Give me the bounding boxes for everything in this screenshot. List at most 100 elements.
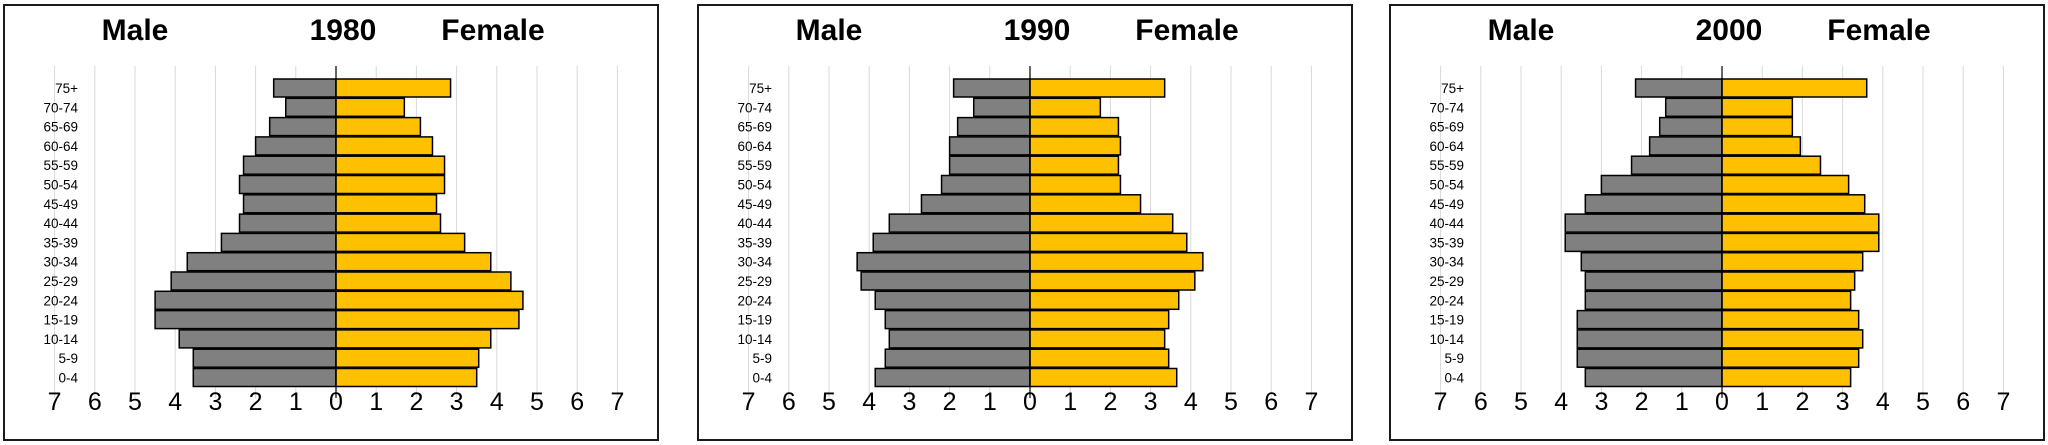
male-bar (1576, 329, 1723, 349)
x-tick-label: 7 (1304, 388, 1318, 416)
male-bar (1584, 290, 1723, 311)
male-bar (154, 309, 337, 330)
male-bar (1576, 309, 1723, 330)
female-bar (1721, 271, 1856, 291)
x-tick-label: 5 (530, 388, 544, 416)
female-bar (1029, 213, 1174, 233)
x-tick-label: 7 (1434, 388, 1448, 416)
age-group-label: 20-24 (737, 293, 772, 308)
male-bar (186, 251, 337, 272)
male-bar (884, 348, 1031, 368)
age-group-label: 35-39 (1429, 235, 1464, 250)
male-bar (884, 309, 1031, 330)
female-bar (1029, 290, 1180, 311)
x-tick-label: 5 (128, 388, 142, 416)
age-group-label: 45-49 (1429, 197, 1464, 212)
male-bar (1584, 271, 1723, 291)
x-tick-label: 6 (1474, 388, 1488, 416)
male-bar (1664, 97, 1723, 118)
male-bar (920, 194, 1031, 214)
x-tick-label: 5 (822, 388, 836, 416)
female-bar (1721, 174, 1850, 195)
male-bar (948, 136, 1031, 156)
female-bar (335, 194, 438, 214)
age-group-label: 10-14 (737, 332, 772, 347)
age-group-label: 55-59 (43, 158, 78, 173)
male-bar (860, 271, 1031, 291)
x-tick-label: 7 (48, 388, 62, 416)
male-bar (952, 78, 1031, 98)
female-bar (1721, 116, 1794, 137)
age-group-label: 10-14 (1429, 332, 1464, 347)
female-bar (1721, 97, 1794, 118)
age-group-label: 10-14 (43, 332, 78, 347)
age-group-label: 15-19 (43, 313, 78, 328)
age-group-label: 40-44 (1429, 216, 1464, 231)
female-bar (1029, 174, 1122, 195)
female-bar (335, 232, 466, 253)
female-bar (1721, 251, 1864, 272)
x-tick-label: 3 (450, 388, 464, 416)
female-bar (1029, 116, 1120, 137)
x-tick-label: 2 (943, 388, 957, 416)
male-bar (1564, 213, 1723, 233)
x-tick-label: 7 (610, 388, 624, 416)
male-bar (285, 97, 337, 118)
age-group-label: 20-24 (43, 293, 78, 308)
age-group-label: 60-64 (43, 139, 78, 154)
male-bar (272, 78, 337, 98)
age-group-label: 35-39 (43, 235, 78, 250)
male-bar (242, 194, 337, 214)
x-tick-label: 3 (1594, 388, 1608, 416)
age-group-label: 50-54 (1429, 178, 1464, 193)
male-label: Male (102, 14, 169, 47)
male-bar (972, 97, 1031, 118)
age-group-label: 75+ (1441, 81, 1464, 96)
x-tick-label: 1 (369, 388, 383, 416)
female-bar (1029, 155, 1120, 175)
x-tick-label: 6 (1956, 388, 1970, 416)
age-group-label: 65-69 (1429, 120, 1464, 135)
female-bar (1029, 97, 1102, 118)
female-label: Female (1135, 14, 1238, 47)
age-group-label: 70-74 (1429, 100, 1464, 115)
female-bar (1721, 78, 1868, 98)
male-bar (1564, 232, 1723, 253)
female-bar (1721, 309, 1860, 330)
x-tick-label: 4 (490, 388, 504, 416)
pyramid-panel-1990: Male 1990 Female 75+ 70-74 65-69 60-64 55-59 50-… (697, 4, 1353, 441)
age-group-label: 60-64 (1429, 139, 1464, 154)
male-bar (948, 155, 1031, 175)
male-bar (268, 116, 337, 137)
male-bar (956, 116, 1031, 137)
male-label: Male (1488, 14, 1555, 47)
chart-title: 2000 (1696, 14, 1763, 47)
female-bar (1721, 348, 1860, 368)
age-group-label: 50-54 (737, 178, 772, 193)
age-group-label: 70-74 (737, 100, 772, 115)
x-tick-label: 3 (1836, 388, 1850, 416)
male-bar (1576, 348, 1723, 368)
x-tick-label: 2 (249, 388, 263, 416)
male-bar (874, 290, 1031, 311)
male-bar (170, 271, 337, 291)
female-bar (335, 290, 524, 311)
pyramid-chart-1980: Male 1980 Female75+70-7465-6960-6455-5950-… (43, 14, 624, 416)
male-bar (1584, 194, 1723, 214)
x-tick-label: 6 (88, 388, 102, 416)
x-tick-label: 4 (1554, 388, 1568, 416)
male-bar (178, 329, 337, 349)
age-group-label: 35-39 (737, 235, 772, 250)
male-bar (238, 213, 337, 233)
female-bar (335, 136, 434, 156)
male-bar (940, 174, 1031, 195)
female-bar (335, 329, 492, 349)
female-bar (335, 213, 442, 233)
x-tick-label: 7 (742, 388, 756, 416)
female-bar (1029, 251, 1204, 272)
age-group-label: 45-49 (43, 197, 78, 212)
x-tick-label: 0 (329, 388, 343, 416)
male-bar (192, 348, 337, 368)
age-group-label: 50-54 (43, 178, 78, 193)
x-tick-label: 2 (1635, 388, 1649, 416)
